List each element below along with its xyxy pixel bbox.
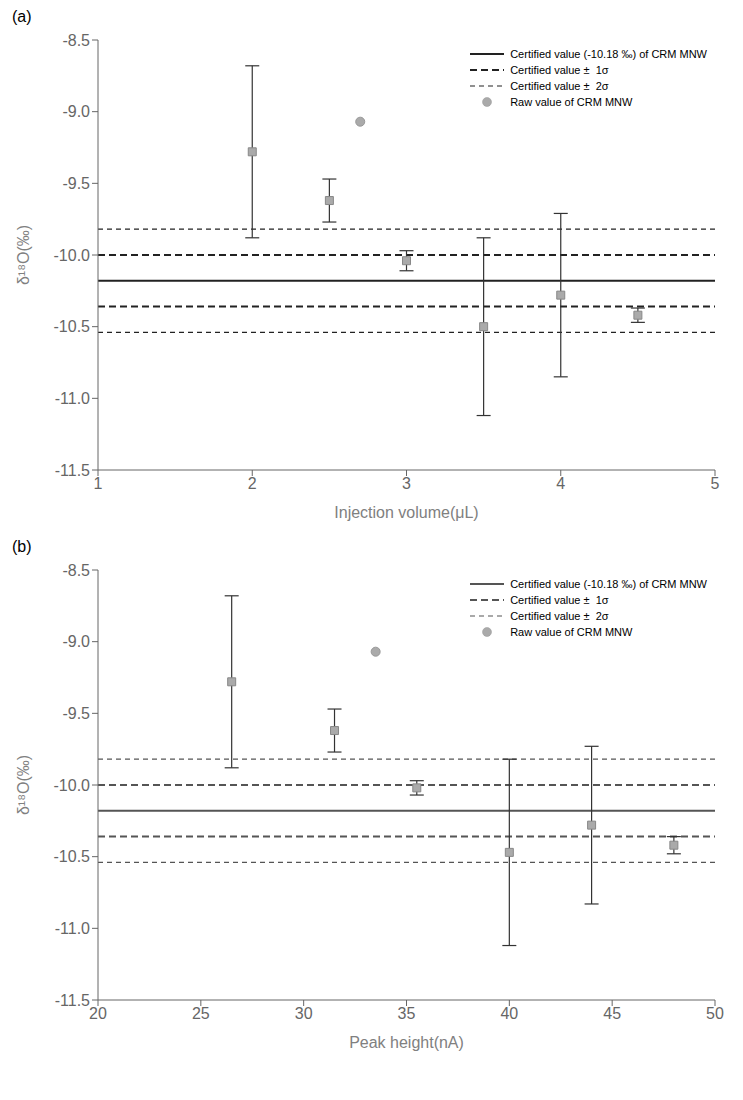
html-text:Certified value ± 2σ: Certified value ± 2σ xyxy=(510,610,609,622)
html-text:Certified value (-10.18 ‰) of: Certified value (-10.18 ‰) of CRM MNW xyxy=(510,48,707,60)
svg-text:-10.0: -10.0 xyxy=(54,777,91,794)
html-text:Certified value (-10.18 ‰) of: Certified value (-10.18 ‰) of CRM MNW xyxy=(510,578,707,590)
svg-text:35: 35 xyxy=(398,1005,416,1022)
svg-text:-10.0: -10.0 xyxy=(54,247,91,264)
svg-text:2: 2 xyxy=(248,475,257,492)
svg-text:-9.0: -9.0 xyxy=(62,103,90,120)
svg-text:5: 5 xyxy=(711,475,720,492)
html-text:Raw value of CRM MNW: Raw value of CRM MNW xyxy=(510,96,633,108)
html-text:Raw value of CRM MNW: Raw value of CRM MNW xyxy=(510,626,633,638)
svg-text:Peak height(nA): Peak height(nA) xyxy=(349,1034,464,1051)
svg-text:-11.0: -11.0 xyxy=(55,920,90,937)
svg-text:20: 20 xyxy=(89,1005,107,1022)
svg-text:-10.5: -10.5 xyxy=(54,318,91,335)
svg-text:δ¹⁸O(‰): δ¹⁸O(‰) xyxy=(15,755,32,815)
svg-text:-11.0: -11.0 xyxy=(55,390,90,407)
svg-text:-9.5: -9.5 xyxy=(62,705,90,722)
html-text:Certified value ± 1σ: Certified value ± 1σ xyxy=(510,594,609,606)
svg-text:δ¹⁸O(‰): δ¹⁸O(‰) xyxy=(15,225,32,285)
svg-text:30: 30 xyxy=(295,1005,313,1022)
svg-text:25: 25 xyxy=(192,1005,210,1022)
svg-text:3: 3 xyxy=(402,475,411,492)
svg-text:4: 4 xyxy=(556,475,565,492)
svg-text:-10.5: -10.5 xyxy=(54,848,91,865)
svg-text:-8.5: -8.5 xyxy=(62,562,90,579)
html-text:(b): (b) xyxy=(12,538,32,555)
svg-text:45: 45 xyxy=(603,1005,621,1022)
html-text:Certified value ± 2σ: Certified value ± 2σ xyxy=(510,80,609,92)
svg-text:-11.5: -11.5 xyxy=(55,992,90,1009)
svg-text:-8.5: -8.5 xyxy=(62,32,90,49)
html-text:Certified value ± 1σ: Certified value ± 1σ xyxy=(510,64,609,76)
svg-text:-9.5: -9.5 xyxy=(62,175,90,192)
svg-text:-9.0: -9.0 xyxy=(62,633,90,650)
svg-text:-11.5: -11.5 xyxy=(55,462,90,479)
svg-text:40: 40 xyxy=(500,1005,518,1022)
svg-text:Injection volume(μL): Injection volume(μL) xyxy=(334,504,478,521)
svg-text:1: 1 xyxy=(94,475,103,492)
svg-text:50: 50 xyxy=(706,1005,724,1022)
html-text:(a): (a) xyxy=(12,8,32,25)
